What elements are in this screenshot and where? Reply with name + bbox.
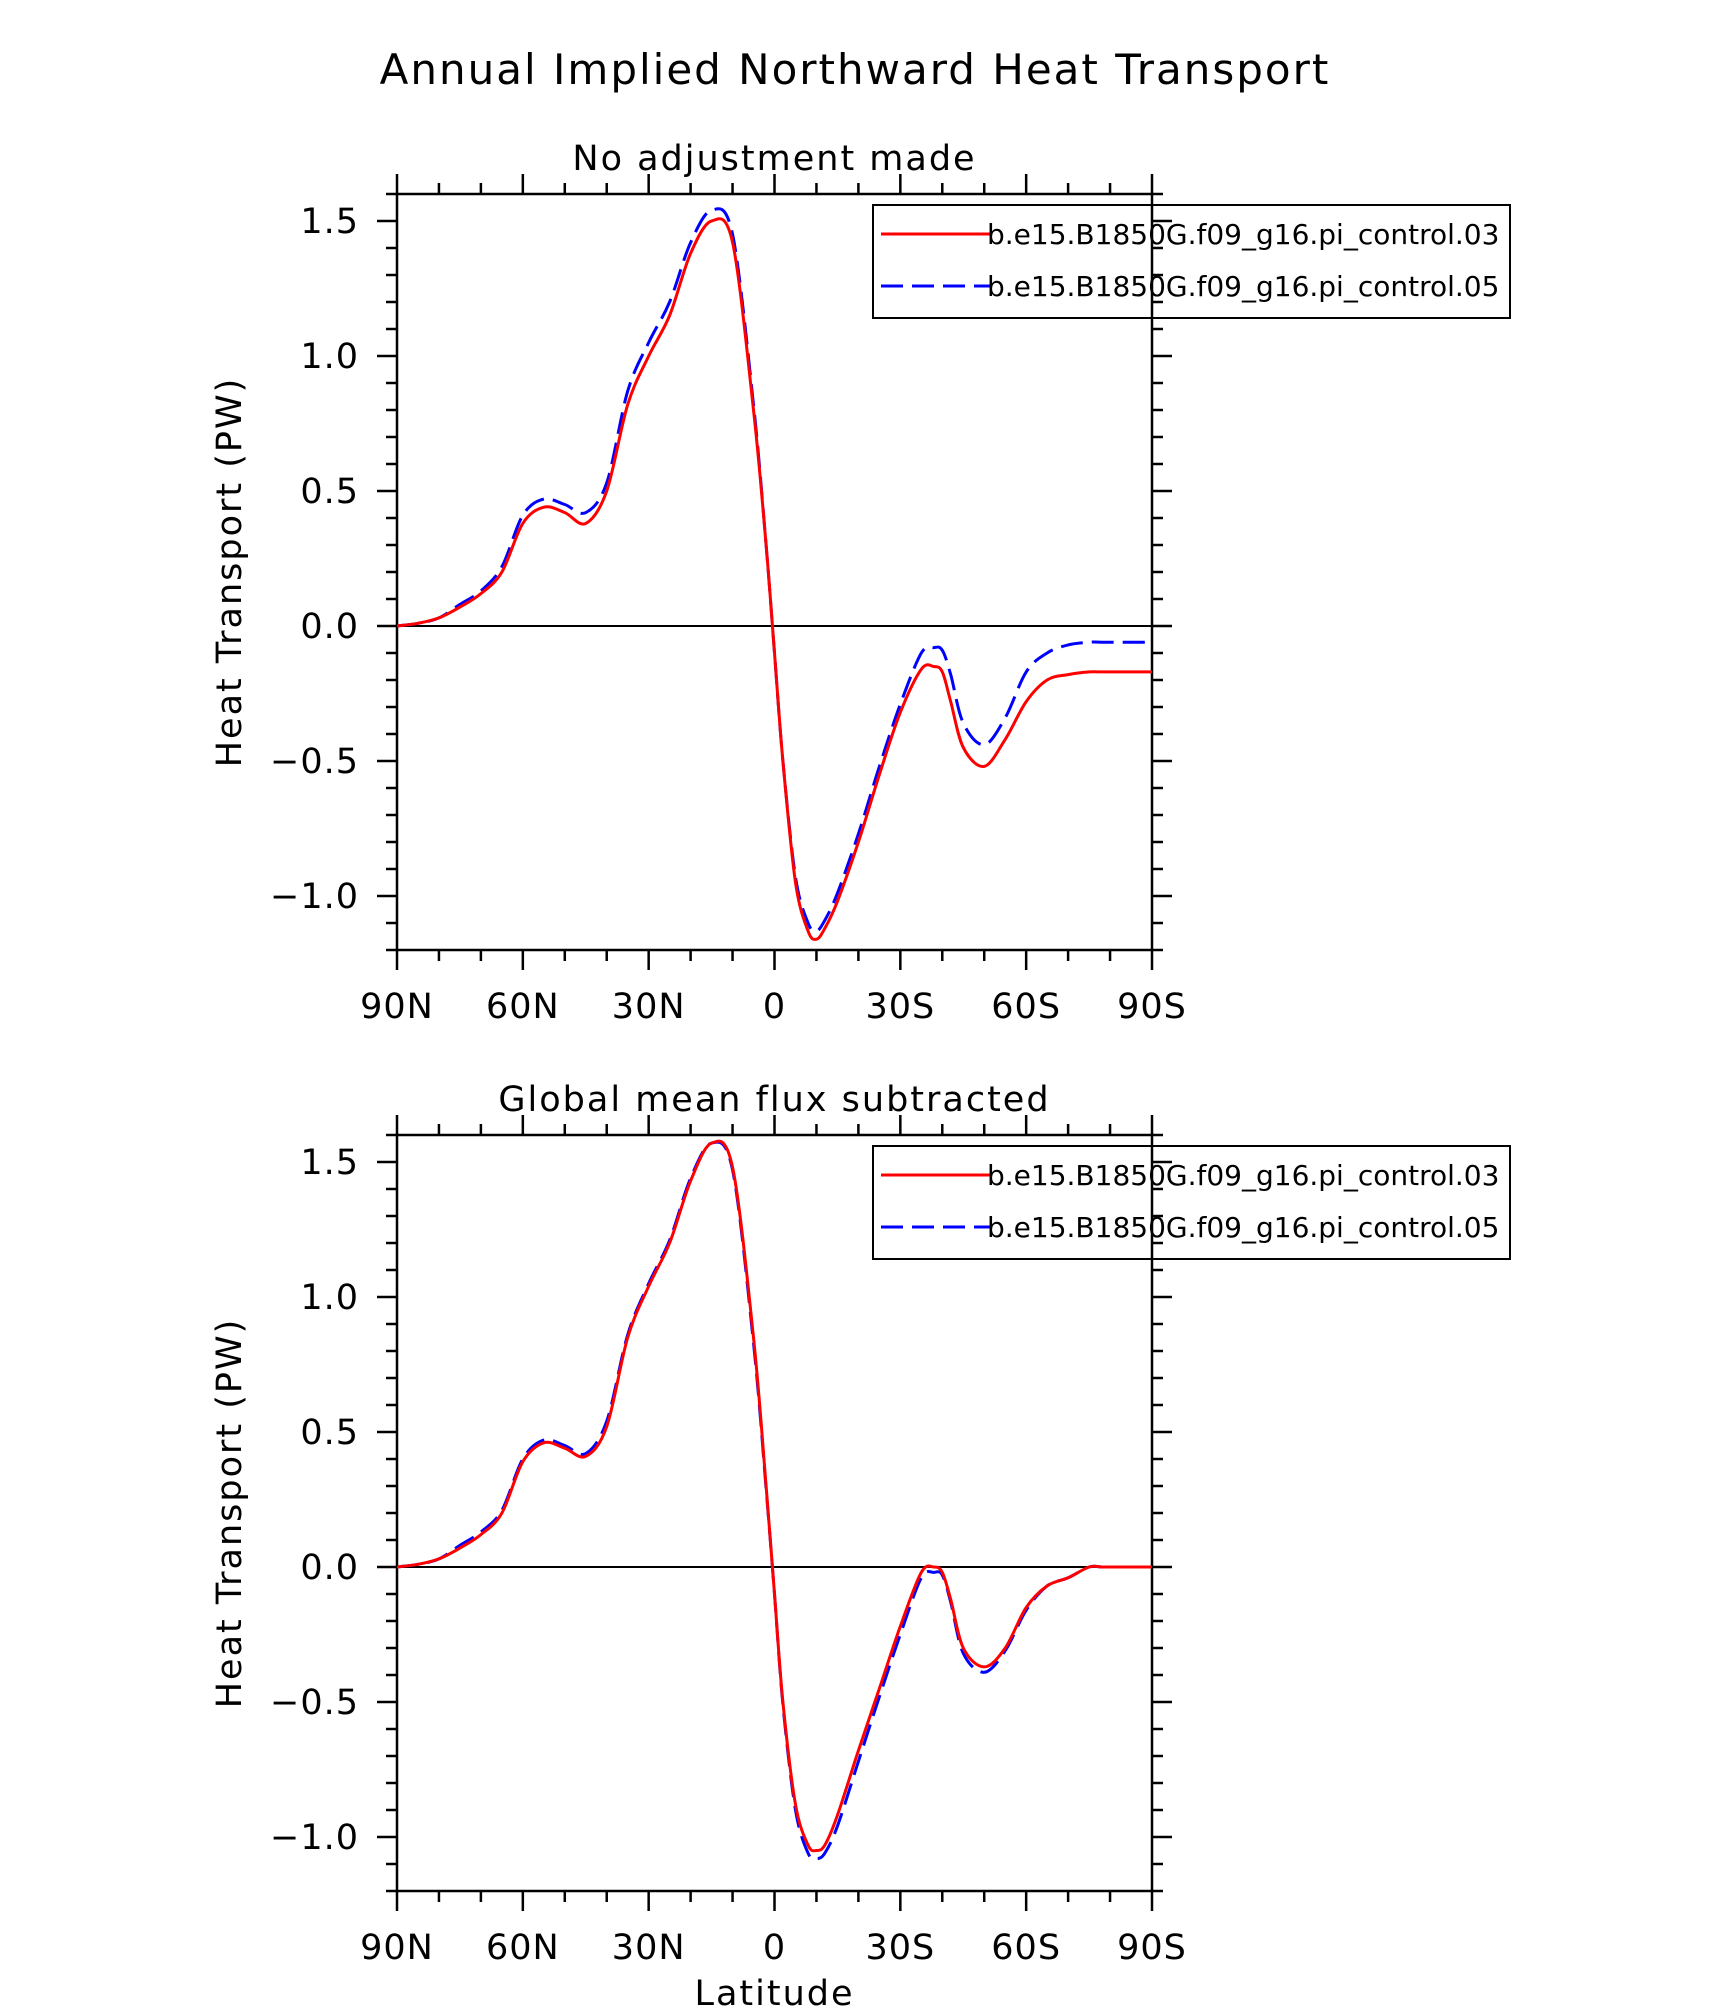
- x-tick-label: 60N: [486, 1928, 560, 1968]
- legend-entry: b.e15.B1850G.f09_g16.pi_control.05: [987, 1211, 1499, 1244]
- legend: b.e15.B1850G.f09_g16.pi_control.03 b.e15.…: [872, 1145, 1511, 1260]
- x-tick-label: 0: [763, 1928, 786, 1968]
- figure-title: Annual Implied Northward Heat Transport: [380, 45, 1331, 94]
- series-line-05: [397, 207, 1152, 933]
- y-tick-label: −1.0: [270, 1818, 359, 1858]
- x-axis-label: Latitude: [694, 1974, 854, 2008]
- panel-title: No adjustment made: [572, 139, 976, 179]
- x-tick-label: 60S: [991, 987, 1061, 1027]
- y-tick-label: −1.0: [270, 877, 359, 917]
- y-tick-label: −0.5: [270, 1683, 359, 1723]
- y-axis-label: Heat Transport (PW): [210, 1318, 250, 1709]
- x-tick-label: 60N: [486, 987, 560, 1027]
- y-tick-label: 1.5: [300, 1143, 359, 1183]
- legend-entry: b.e15.B1850G.f09_g16.pi_control.03: [987, 218, 1499, 251]
- y-tick-label: 1.0: [300, 1278, 359, 1318]
- y-tick-label: 0.5: [300, 1413, 359, 1453]
- x-tick-label: 90S: [1117, 987, 1187, 1027]
- y-tick-label: 0.5: [300, 472, 359, 512]
- legend-entry: b.e15.B1850G.f09_g16.pi_control.03: [987, 1159, 1499, 1192]
- x-tick-label: 60S: [991, 1928, 1061, 1968]
- x-tick-label: 30N: [612, 987, 686, 1027]
- series-line-03: [397, 1139, 1152, 1853]
- legend: b.e15.B1850G.f09_g16.pi_control.03 b.e15.…: [872, 204, 1511, 319]
- x-tick-label: 30N: [612, 1928, 686, 1968]
- legend-box: [872, 204, 1511, 319]
- panel-title: Global mean flux subtracted: [498, 1080, 1050, 1120]
- x-tick-label: 90N: [360, 1928, 434, 1968]
- y-tick-label: 1.0: [300, 337, 359, 377]
- y-tick-label: 0.0: [300, 607, 359, 647]
- y-tick-label: 0.0: [300, 1548, 359, 1588]
- y-tick-label: −0.5: [270, 742, 359, 782]
- legend-entry: b.e15.B1850G.f09_g16.pi_control.05: [987, 270, 1499, 303]
- x-tick-label: 90N: [360, 987, 434, 1027]
- panel-no-adjustment: No adjustment made 90N 60N 30N 0 30S 60S 90S −1.…: [210, 139, 1511, 1027]
- x-tick-label: 30S: [865, 1928, 935, 1968]
- panel-global-mean-subtracted: Global mean flux subtracted 90N 60N 30N 0 30S…: [210, 1080, 1511, 2008]
- x-tick-label: 0: [763, 987, 786, 1027]
- series-line-03: [397, 217, 1152, 941]
- y-axis-label: Heat Transport (PW): [210, 377, 250, 768]
- legend-box: [872, 1145, 1511, 1260]
- y-tick-label: 1.5: [300, 202, 359, 242]
- x-tick-label: 30S: [865, 987, 935, 1027]
- x-tick-label: 90S: [1117, 1928, 1187, 1968]
